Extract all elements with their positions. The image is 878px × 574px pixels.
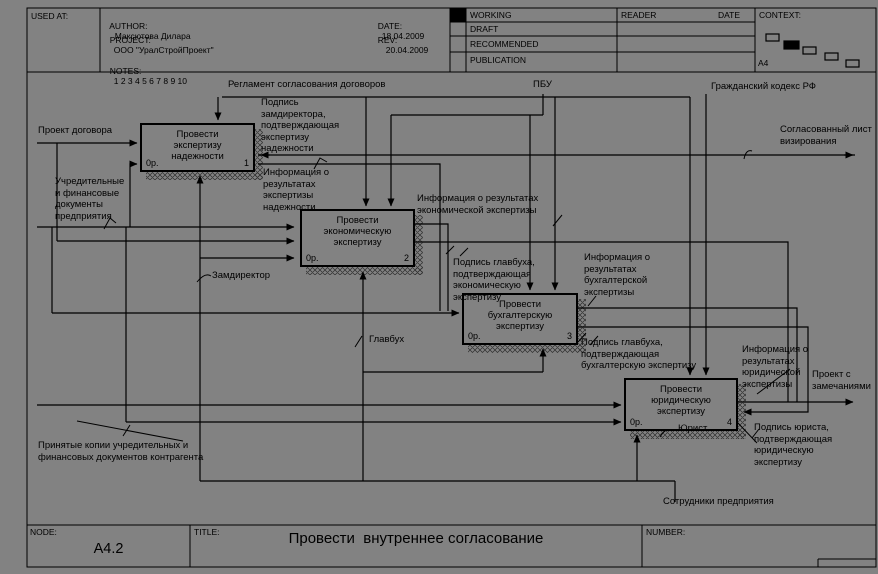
rev-value: 20.04.2009 <box>385 45 429 55</box>
used-at-label: USED AT: <box>31 11 69 21</box>
date-label: DATE: <box>377 21 403 31</box>
label-chief-acc-sig-econ: Подпись главбуха, подтверждающая экономи… <box>453 257 535 303</box>
activity-box-1-name: Провести экспертизу надежности <box>171 129 224 162</box>
idef0-frame <box>26 7 877 568</box>
author-label: AUTHOR: <box>109 21 148 31</box>
project-row: PROJECT: ООО "УралСтройПроект" <box>105 25 214 55</box>
project-label: PROJECT: <box>109 35 151 45</box>
label-lawyer: Юрист <box>678 423 708 434</box>
activity-box-1[interactable]: Провести экспертизу надежности 0р. 1 <box>140 123 255 172</box>
reader-date-label: DATE <box>718 10 741 20</box>
activity-box-2-cost: 0р. <box>306 253 319 263</box>
activity-box-2[interactable]: Провести экономическую экспертизу 0р. 2 <box>300 209 415 267</box>
activity-box-3-cost: 0р. <box>468 331 481 341</box>
activity-box-1-number: 1 <box>243 158 249 168</box>
context-page: A4 <box>758 58 769 68</box>
notes-value: 1 2 3 4 5 6 7 8 9 10 <box>113 76 187 86</box>
notes-label: NOTES: <box>109 66 142 76</box>
label-draft-contract: Проект договора <box>38 125 113 136</box>
status-publication: PUBLICATION <box>470 55 527 65</box>
label-employees: Сотрудники предприятия <box>663 496 774 507</box>
context-thumbnail <box>765 33 860 68</box>
diagram-title: Провести внутреннее согласование <box>288 530 544 547</box>
label-leaders <box>76 150 791 444</box>
label-accepted-copies: Принятые копии учредительных и финансовы… <box>38 440 204 463</box>
label-economic-info: Информация о результатах экономической э… <box>417 193 539 216</box>
author-value: Максютова Дилара <box>114 31 191 41</box>
activity-box-2-name: Провести экономическую экспертизу <box>323 215 392 248</box>
label-project-remarks: Проект с замечаниями <box>812 369 871 392</box>
label-approved-sheet: Согласованный лист визирования <box>780 124 872 147</box>
diagram-arrows <box>37 94 855 502</box>
label-deputy-signature: Подпись замдиректора, подтверждающая экс… <box>261 97 340 154</box>
activity-box-4-cost: 0р. <box>630 417 643 427</box>
label-deputy: Замдиректор <box>212 270 271 281</box>
title-label: TITLE: <box>194 527 220 537</box>
status-working: WORKING <box>470 10 512 20</box>
label-pbu: ПБУ <box>533 79 552 90</box>
activity-box-2-number: 2 <box>403 253 409 263</box>
status-draft: DRAFT <box>470 24 499 34</box>
node-label: NODE: <box>30 527 57 537</box>
rev-label: REV: <box>377 35 398 45</box>
label-accounting-info: Информация о результатах бухгалтерской э… <box>584 252 651 298</box>
label-reliability-info: Информация о результатах экспертизы наде… <box>263 167 330 213</box>
rev-row: REV: 20.04.2009 <box>373 25 429 55</box>
reader-label: READER <box>621 10 657 20</box>
label-chief-acc: Главбух <box>369 334 405 345</box>
activity-box-4-number: 4 <box>726 417 732 427</box>
author-row: AUTHOR: Максютова Дилара <box>105 11 191 41</box>
number-label: NUMBER: <box>646 527 686 537</box>
label-founding-docs: Учредительные и финансовые документы пре… <box>55 176 125 222</box>
activity-box-1-cost: 0р. <box>146 158 159 168</box>
label-legal-info: Информация о результатах юридической экс… <box>742 344 809 390</box>
date-value: 18.04.2009 <box>381 31 425 41</box>
date-row: DATE: 18.04.2009 <box>373 11 425 41</box>
label-lawyer-signature: Подпись юриста, подтверждающая юридическ… <box>754 422 833 468</box>
activity-box-3-number: 3 <box>566 331 572 341</box>
working-status-marker <box>450 8 466 22</box>
status-recommended: RECOMMENDED <box>470 39 539 49</box>
label-regulation: Регламент согласования договоров <box>228 79 386 90</box>
activity-box-4-name: Провести юридическую экспертизу <box>651 384 711 417</box>
project-value: ООО "УралСтройПроект" <box>113 45 214 55</box>
activity-box-4[interactable]: Провести юридическую экспертизу 0р. 4 <box>624 378 738 431</box>
label-chief-acc-sig-acct: Подпись главбуха, подтверждающая бухгалт… <box>581 337 697 371</box>
context-label: CONTEXT: <box>759 10 802 20</box>
activity-box-3[interactable]: Провести бухгалтерскую экспертизу 0р. 3 <box>462 293 578 345</box>
node-number: A4.2 <box>93 541 124 557</box>
activity-box-3-name: Провести бухгалтерскую экспертизу <box>487 299 553 332</box>
notes-row: NOTES: 1 2 3 4 5 6 7 8 9 10 <box>105 56 187 86</box>
label-civil-code: Гражданский кодекс РФ <box>711 81 817 92</box>
